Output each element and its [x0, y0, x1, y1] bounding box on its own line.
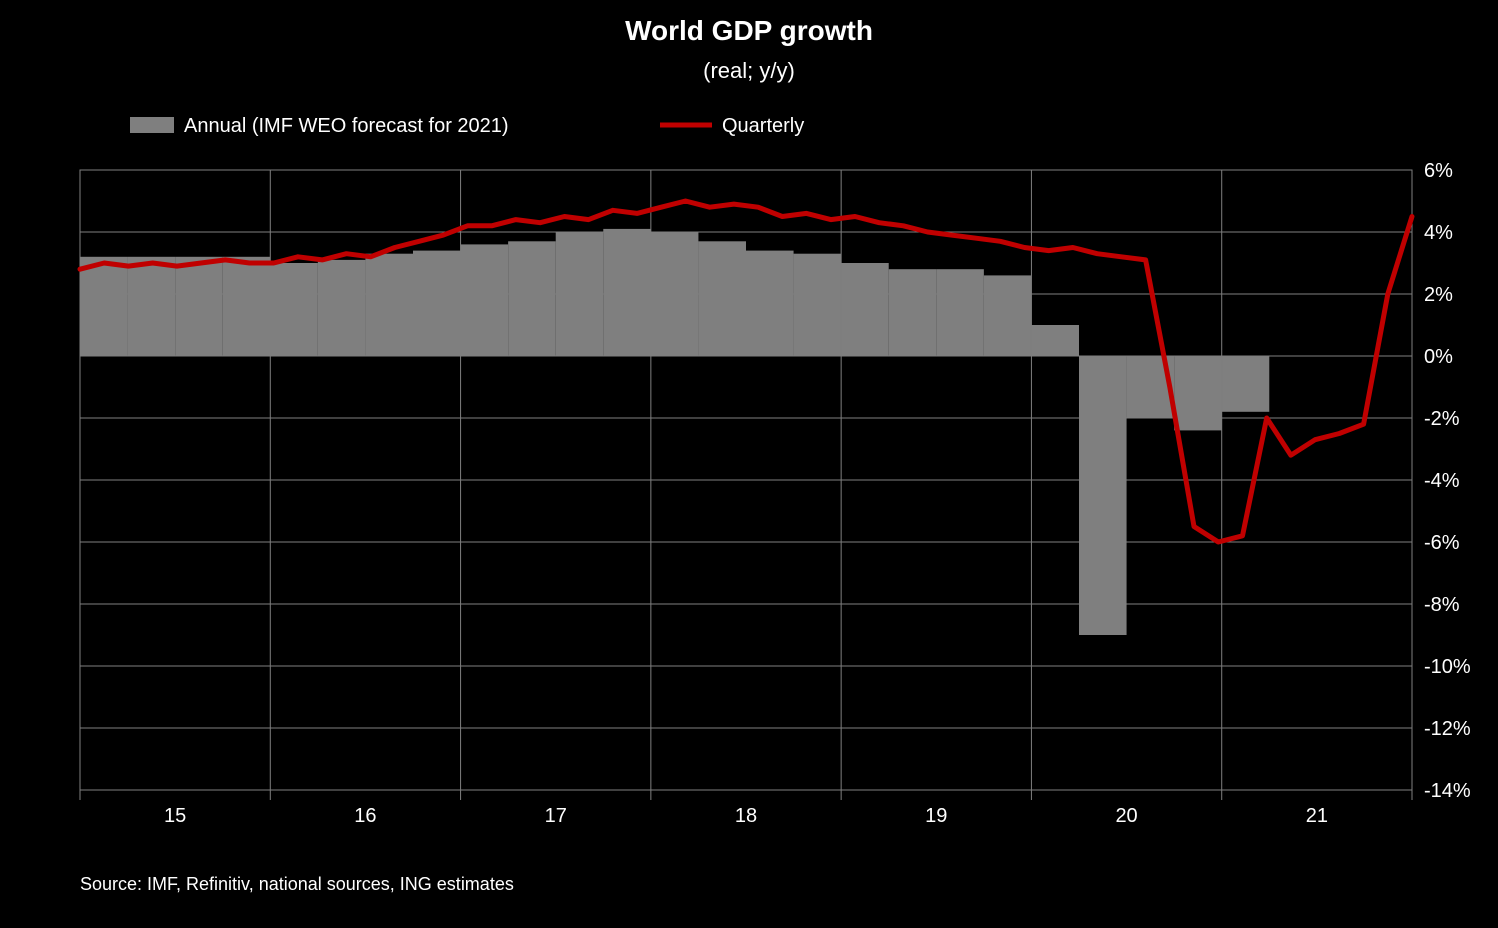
legend-bar-swatch: [130, 117, 174, 133]
y-tick-label: -10%: [1424, 656, 1471, 678]
x-tick-label: 20: [1115, 805, 1137, 827]
y-tick-label: -8%: [1424, 594, 1460, 616]
legend-bar-label: Annual (IMF WEO forecast for 2021): [184, 115, 509, 137]
bar: [746, 251, 794, 356]
bar: [508, 241, 556, 356]
x-tick-label: 21: [1306, 805, 1328, 827]
legend-line-label: Quarterly: [722, 115, 804, 137]
x-tick-label: 15: [164, 805, 186, 827]
x-tick-label: 19: [925, 805, 947, 827]
y-tick-label: -4%: [1424, 470, 1460, 492]
chart-subtitle: (real; y/y): [703, 58, 795, 83]
bar: [698, 241, 746, 356]
bar: [461, 244, 509, 356]
y-tick-label: -12%: [1424, 718, 1471, 740]
y-tick-label: 4%: [1424, 222, 1453, 244]
bars-group: [80, 229, 1269, 635]
bar: [1174, 356, 1222, 430]
y-tick-label: 2%: [1424, 284, 1453, 306]
bar: [175, 257, 223, 356]
bar: [936, 269, 984, 356]
bar: [1222, 356, 1270, 412]
x-tick-label: 17: [545, 805, 567, 827]
x-tick-label: 18: [735, 805, 757, 827]
chart-title: World GDP growth: [625, 15, 873, 46]
y-tick-label: -6%: [1424, 532, 1460, 554]
x-tick-label: 16: [354, 805, 376, 827]
bar: [984, 275, 1032, 356]
bar: [413, 251, 461, 356]
bar: [889, 269, 937, 356]
source-text: Source: IMF, Refinitiv, national sources…: [80, 874, 514, 894]
bar: [1079, 356, 1127, 635]
bar: [603, 229, 651, 356]
bar: [1031, 325, 1079, 356]
bar: [318, 260, 366, 356]
y-tick-label: -14%: [1424, 780, 1471, 802]
bar: [365, 254, 413, 356]
bar: [841, 263, 889, 356]
gdp-chart: 6% 4% 2% 0% -2% -4% -6% -8% -10% -12% -14% 15 16 17 18…: [0, 0, 1498, 928]
bar: [270, 263, 318, 356]
y-tick-label: 6%: [1424, 160, 1453, 182]
bar: [128, 257, 176, 356]
bar: [794, 254, 842, 356]
bar: [80, 257, 128, 356]
y-tick-label: 0%: [1424, 346, 1453, 368]
y-tick-label: -2%: [1424, 408, 1460, 430]
bar: [223, 257, 271, 356]
